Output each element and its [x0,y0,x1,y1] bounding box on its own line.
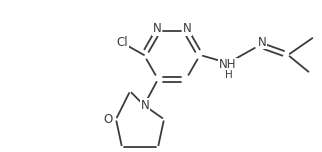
Text: N: N [183,22,191,35]
Text: N: N [153,22,161,35]
Text: H: H [225,70,233,80]
Text: Cl: Cl [116,36,128,50]
Text: NH: NH [219,59,237,71]
Text: O: O [103,113,113,126]
Text: N: N [258,36,266,48]
Text: N: N [141,99,149,112]
